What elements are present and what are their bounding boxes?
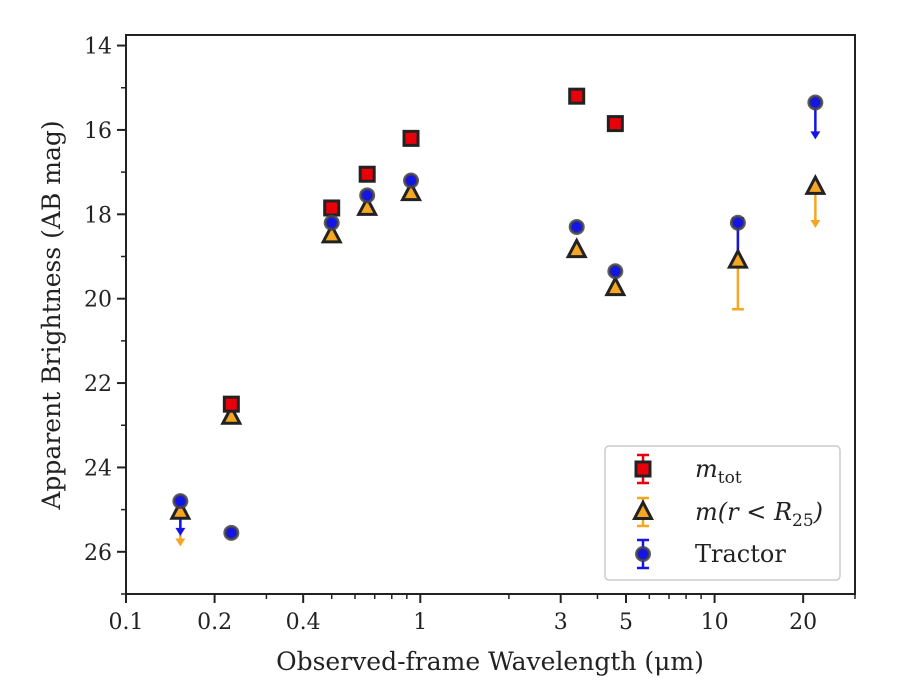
axes: 0.1 0.2 0.4 1 3 5 10 20 14 16 18 20 22 24 26 <box>84 35 856 635</box>
series-tractor <box>172 94 824 541</box>
legend-label-mr25-tail: ) <box>813 498 823 526</box>
mr25-point <box>169 498 192 520</box>
y-tick-label: 26 <box>84 541 112 566</box>
tractor-point <box>359 187 376 204</box>
plot-frame <box>125 34 856 595</box>
tractor-point <box>729 214 746 231</box>
y-tick-label: 18 <box>84 203 112 228</box>
mr25-point <box>220 403 243 425</box>
legend-marker-tractor <box>635 546 651 562</box>
legend-label-mr25: m(r < R25) <box>695 498 823 531</box>
mr25-point <box>804 173 827 195</box>
x-tick-label: 20 <box>789 610 817 635</box>
mtot-point-center <box>574 94 579 99</box>
series-mtot <box>222 87 624 413</box>
legend-marker-mr25 <box>632 499 654 520</box>
legend-label-mr25-base: m(r < R <box>695 498 792 526</box>
x-tick-label: 5 <box>619 610 633 635</box>
tractor-point <box>568 218 585 235</box>
y-tick-label: 24 <box>84 456 112 481</box>
mtot-point-center <box>329 205 334 210</box>
legend: mtot m(r < R25) Tractor <box>604 445 841 581</box>
legend-marker-mtot-center <box>641 467 645 471</box>
tractor-point <box>172 493 189 510</box>
tractor-point <box>807 94 824 111</box>
legend-label-mtot: mtot <box>695 455 742 488</box>
mtot-point-center <box>229 402 234 407</box>
mtot-point-center <box>613 121 618 126</box>
legend-box <box>604 445 841 581</box>
mr25-upper-limit-head <box>175 538 186 547</box>
x-tick-label: 1 <box>413 610 427 635</box>
y-tick-label: 22 <box>84 372 112 397</box>
mr25-point <box>400 180 423 202</box>
x-tick-label: 0.4 <box>286 610 321 635</box>
mr25-upper-limit-head <box>810 219 821 228</box>
legend-label-tractor: Tractor <box>695 540 786 568</box>
tractor-point <box>323 214 340 231</box>
x-tick-label: 0.1 <box>109 610 144 635</box>
y-tick-label: 20 <box>84 288 112 313</box>
series-mr25 <box>169 173 827 520</box>
mtot-point-center <box>409 136 414 141</box>
y-tick-label: 14 <box>84 35 112 60</box>
x-tick-label: 3 <box>554 610 568 635</box>
x-tick-label: 0.2 <box>197 610 232 635</box>
plot-area <box>169 87 827 547</box>
legend-label-mtot-subscript: tot <box>718 468 742 488</box>
mr25-point <box>320 222 343 244</box>
legend-label-mr25-subscript: 25 <box>792 511 814 531</box>
y-axis-label: Apparent Brightness (AB mag) <box>37 120 66 510</box>
x-axis-label: Observed-frame Wavelength (μm) <box>276 647 704 676</box>
mr25-point <box>565 237 588 259</box>
legend-label-tractor-base: Tractor <box>695 540 786 568</box>
mr25-point <box>604 275 627 297</box>
mr25-point <box>726 247 749 269</box>
tractor-point <box>223 524 240 541</box>
tractor-upper-limit-head <box>810 131 821 140</box>
tractor-point <box>403 172 420 189</box>
tractor-point <box>607 263 624 280</box>
legend-label-mtot-base: m <box>695 455 718 483</box>
tractor-upper-limit-head <box>175 527 186 536</box>
y-tick-label: 16 <box>84 119 112 144</box>
mr25-point <box>356 195 379 216</box>
x-tick-label: 10 <box>701 610 729 635</box>
mtot-point-center <box>365 172 370 177</box>
